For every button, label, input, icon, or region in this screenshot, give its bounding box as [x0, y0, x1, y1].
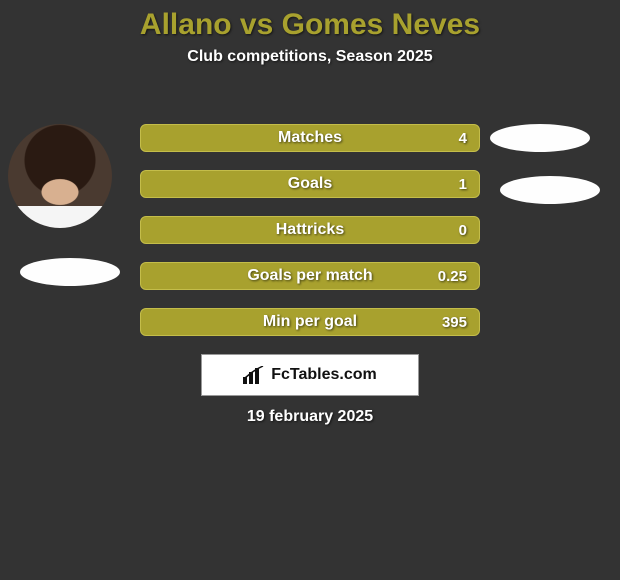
- stat-value: 4: [459, 130, 467, 147]
- stat-row: Hattricks 0: [140, 216, 480, 244]
- stat-label: Min per goal: [263, 313, 357, 331]
- bars-icon: [243, 366, 265, 384]
- subtitle: Club competitions, Season 2025: [0, 48, 620, 66]
- stat-label: Matches: [278, 129, 342, 147]
- ellipse-right-2: [500, 176, 600, 204]
- brand-box: FcTables.com: [201, 354, 419, 396]
- stat-row: Goals per match 0.25: [140, 262, 480, 290]
- stat-value: 0.25: [438, 268, 467, 285]
- ellipse-right-1: [490, 124, 590, 152]
- date-label: 19 february 2025: [0, 408, 620, 426]
- stat-value: 0: [459, 222, 467, 239]
- page-title: Allano vs Gomes Neves: [0, 0, 620, 42]
- brand-label: FcTables.com: [271, 366, 377, 384]
- stat-row: Goals 1: [140, 170, 480, 198]
- stat-label: Hattricks: [276, 221, 344, 239]
- stat-label: Goals per match: [247, 267, 372, 285]
- stat-label: Goals: [288, 175, 332, 193]
- ellipse-left: [20, 258, 120, 286]
- stats-panel: Matches 4 Goals 1 Hattricks 0 Goals per …: [140, 124, 480, 354]
- stat-value: 395: [442, 314, 467, 331]
- stat-row: Matches 4: [140, 124, 480, 152]
- player-avatar-left: [8, 124, 112, 228]
- stat-row: Min per goal 395: [140, 308, 480, 336]
- stat-value: 1: [459, 176, 467, 193]
